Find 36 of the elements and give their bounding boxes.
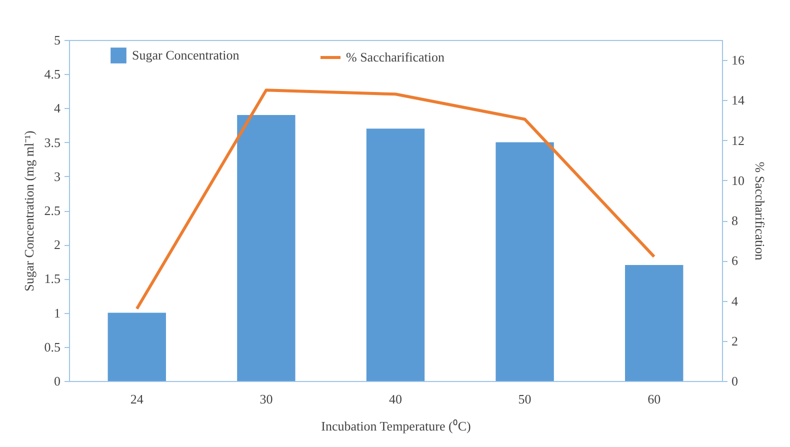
bar <box>108 312 166 381</box>
x-axis-title: Incubation Temperature (⁰C) <box>321 418 471 434</box>
y2-tick-label: 12 <box>732 132 744 148</box>
y-tick-label: 3 <box>54 168 60 184</box>
x-tick-label: 60 <box>648 392 661 406</box>
bar <box>366 128 425 381</box>
bar <box>496 142 554 381</box>
bar <box>625 265 684 381</box>
y2-tick-label: 2 <box>732 333 738 348</box>
y-tick-label: 2 <box>54 237 60 252</box>
y2-tick-label: 4 <box>732 293 738 308</box>
x-tick-label: 50 <box>518 392 532 406</box>
y2-tick-label: 0 <box>732 374 738 388</box>
y2-tick-label: 8 <box>732 213 738 228</box>
x-tick-label: 40 <box>389 392 402 406</box>
y2-axis-title: % Saccharification <box>752 162 768 261</box>
y-tick-label: 0 <box>54 374 60 388</box>
y2-tick-label: 6 <box>732 253 738 268</box>
y-tick-label: 4.5 <box>44 66 60 82</box>
x-tick-label: 30 <box>260 392 273 406</box>
legend-label: % Saccharification <box>346 50 446 64</box>
y-axis-title: Sugar Concentration (mg ml⁻¹) <box>21 130 36 292</box>
y-tick-label: 3.5 <box>44 134 60 150</box>
y-tick-label: 2.5 <box>44 203 60 218</box>
y2-tick-label: 16 <box>732 52 745 68</box>
y2-tick-label: 10 <box>732 172 744 188</box>
y-tick-label: 4 <box>54 100 61 116</box>
legend-label: Sugar Concentration <box>132 48 240 62</box>
y-tick-label: 1 <box>54 305 60 320</box>
bar <box>237 115 296 381</box>
y-tick-label: 0.5 <box>44 339 60 354</box>
y2-tick-label: 14 <box>732 92 745 108</box>
line-series <box>135 88 656 310</box>
y-tick-label: 1.5 <box>44 271 60 286</box>
x-tick-label: 24 <box>130 392 144 406</box>
y-tick-label: 5 <box>54 32 60 48</box>
